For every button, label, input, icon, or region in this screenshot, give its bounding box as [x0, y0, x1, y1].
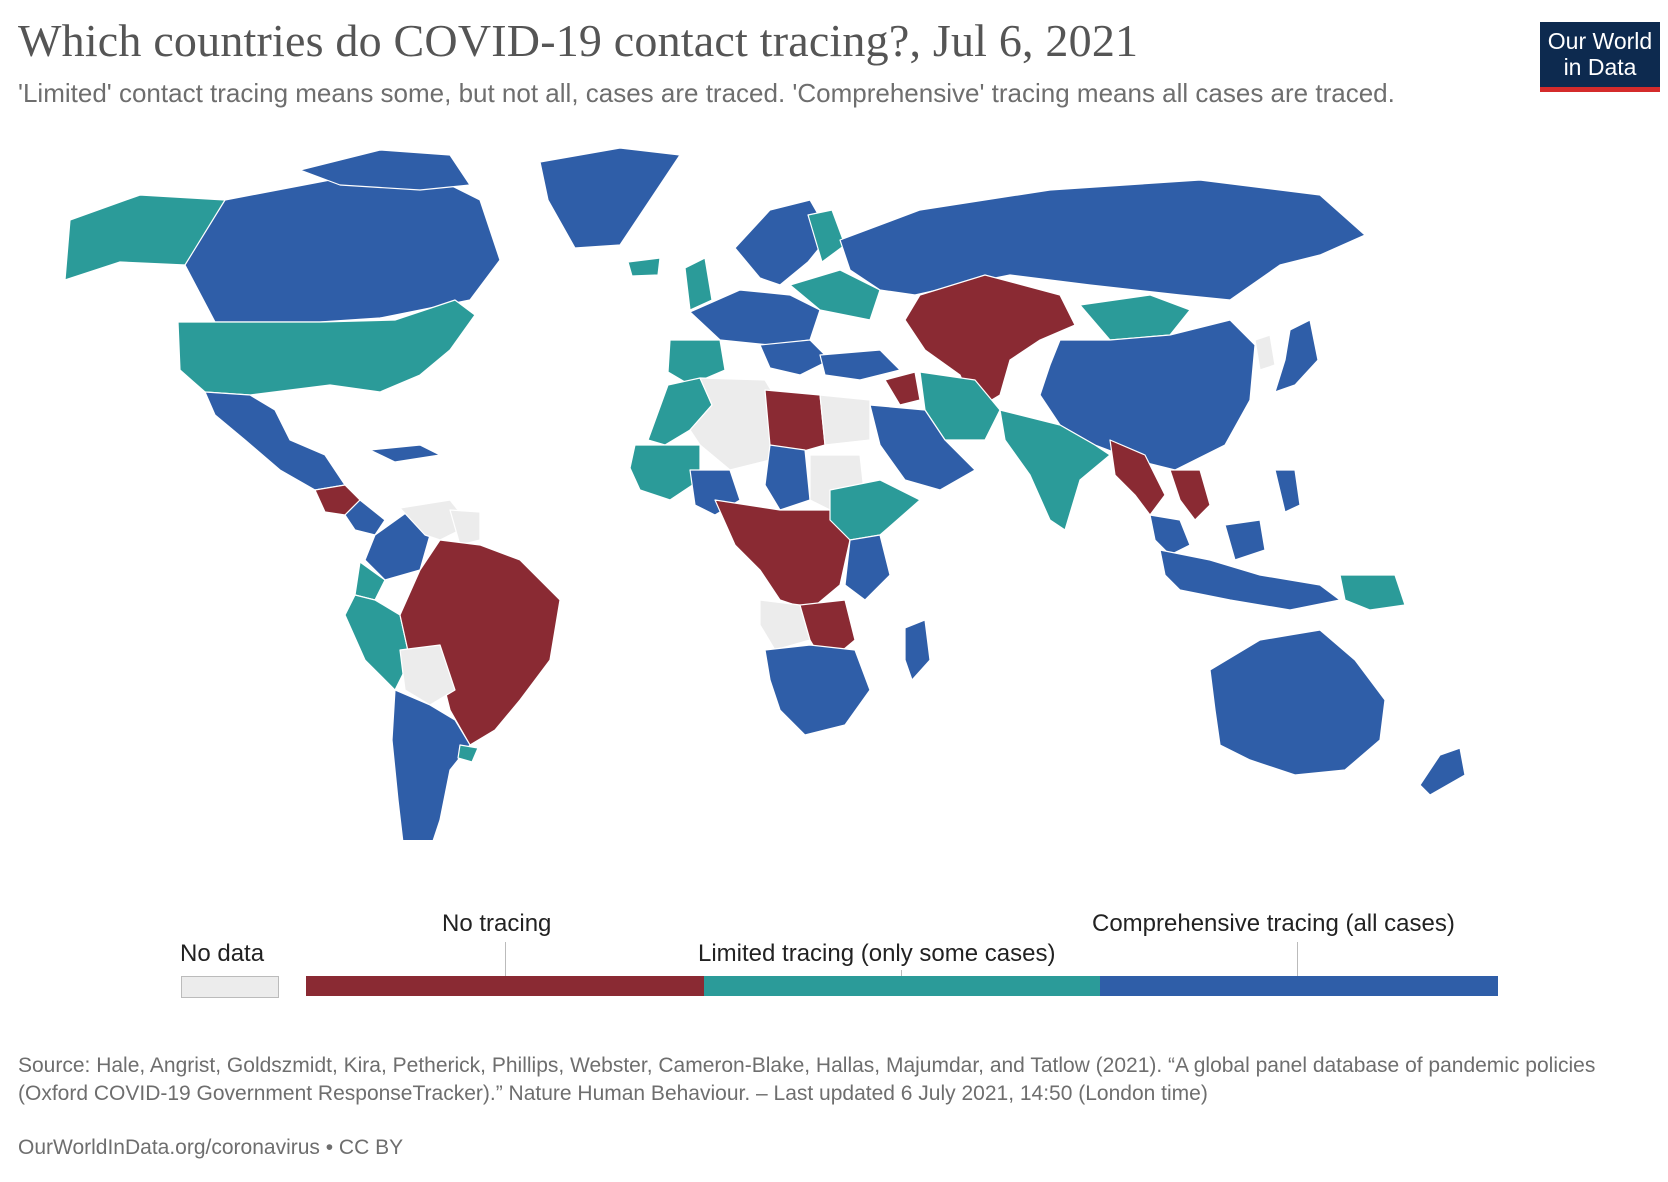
legend-limited-swatch[interactable] [704, 976, 1100, 996]
source-note: Source: Hale, Angrist, Goldszmidt, Kira,… [18, 1054, 1596, 1105]
region-balkans[interactable] [759, 339, 831, 376]
region-middle-east[interactable] [884, 371, 921, 406]
legend-none-swatch[interactable] [306, 976, 704, 996]
region-india[interactable] [999, 409, 1111, 531]
region-southern-africa[interactable] [764, 644, 871, 736]
legend-comprehensive-tick [1297, 942, 1298, 976]
region-vietnam[interactable] [1169, 469, 1211, 521]
region-uruguay[interactable] [457, 744, 479, 763]
region-borneo[interactable] [1224, 519, 1266, 561]
chart-subtitle: 'Limited' contact tracing means some, bu… [18, 78, 1395, 108]
region-east-africa[interactable] [844, 534, 891, 601]
region-indonesia[interactable] [1159, 549, 1341, 611]
legend-comprehensive-swatch[interactable] [1100, 976, 1498, 996]
region-iceland[interactable] [627, 257, 661, 277]
region-turkey[interactable] [819, 349, 901, 381]
legend-no-data-label: No data [180, 940, 265, 967]
region-mongolia[interactable] [1079, 294, 1191, 341]
region-russia[interactable] [839, 179, 1366, 301]
region-western-europe[interactable] [689, 289, 821, 346]
region-arabia[interactable] [869, 404, 976, 491]
region-mexico[interactable] [204, 391, 346, 491]
world-map[interactable] [0, 140, 1668, 840]
legend-no-data-swatch[interactable] [181, 976, 279, 998]
region-philippines[interactable] [1274, 469, 1301, 513]
legend-limited-label: Limited tracing (only some cases) [698, 940, 1056, 967]
region-japan[interactable] [1274, 319, 1319, 393]
region-panama-costa[interactable] [344, 499, 386, 536]
region-chile-argentina[interactable] [391, 689, 471, 840]
region-se-asia[interactable] [1149, 514, 1191, 556]
logo-line-2: in Data [1563, 54, 1637, 80]
region-uk-ireland[interactable] [684, 257, 713, 311]
region-korea[interactable] [1254, 334, 1276, 371]
region-madagascar[interactable] [904, 619, 931, 681]
region-new-zealand[interactable] [1419, 747, 1466, 796]
region-guianas[interactable] [449, 509, 481, 546]
region-papua[interactable] [1339, 574, 1406, 611]
legend-limited-tick [901, 970, 902, 976]
region-cuba[interactable] [369, 444, 441, 463]
region-iberia[interactable] [667, 339, 726, 386]
logo-line-1: Our World [1547, 28, 1653, 54]
region-australia[interactable] [1209, 629, 1386, 776]
region-peru[interactable] [344, 594, 411, 691]
region-greenland[interactable] [539, 147, 681, 249]
region-central-africa[interactable] [714, 499, 851, 611]
region-angola-area[interactable] [759, 599, 811, 651]
source-link[interactable]: OurWorldInData.org/coronavirus • CC BY [18, 1136, 404, 1159]
region-chad[interactable] [764, 444, 811, 511]
region-bolivia[interactable] [399, 644, 456, 706]
region-china[interactable] [1039, 319, 1256, 471]
region-libya[interactable] [764, 389, 826, 456]
legend-none-label: No tracing [442, 910, 552, 937]
region-eastern-europe[interactable] [789, 269, 881, 321]
region-canada-arctic[interactable] [299, 149, 471, 191]
legend-comprehensive-label: Comprehensive tracing (all cases) [1092, 910, 1455, 937]
region-west-africa[interactable] [629, 444, 701, 501]
chart-title: Which countries do COVID-19 contact trac… [18, 15, 1139, 66]
legend-none-tick [505, 942, 506, 976]
region-kazakhstan-central[interactable] [904, 274, 1076, 411]
region-horn-africa[interactable] [829, 479, 921, 541]
region-canada[interactable] [184, 169, 501, 323]
region-egypt[interactable] [819, 394, 871, 446]
owid-logo[interactable]: Our World in Data [1540, 22, 1660, 92]
